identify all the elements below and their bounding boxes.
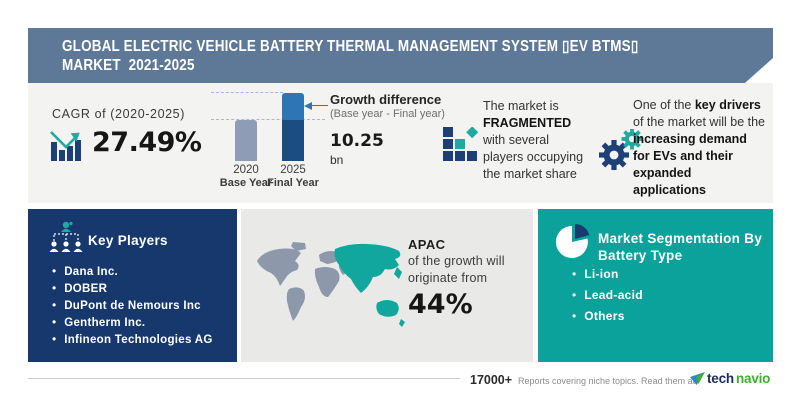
- org-chart-people-icon: [49, 221, 83, 252]
- cagr-value: 27.49%: [92, 127, 202, 158]
- text-line: with several: [483, 133, 549, 147]
- list-item: • Others: [572, 309, 643, 330]
- text-line: One of the key drivers: [633, 98, 761, 112]
- cagr-label: CAGR of (2020-2025): [52, 107, 185, 121]
- bar-2025: [282, 93, 304, 161]
- technavio-arrow-icon: [690, 371, 705, 385]
- list-item-label: Others: [584, 309, 625, 323]
- growth-difference-subtitle: (Base year - Final year): [330, 108, 445, 120]
- bar-caption-2020: 2020 Base Year: [219, 164, 273, 189]
- text-line: applications: [633, 183, 706, 197]
- key-players-title: Key Players: [88, 233, 168, 248]
- bullet-dot: •: [52, 315, 57, 329]
- logo-text-tech: tech: [707, 371, 734, 386]
- text-line: players occupying: [483, 150, 584, 164]
- bullet-dot: •: [52, 281, 57, 295]
- world-map: [257, 242, 405, 327]
- apac-share-value: 44%: [408, 289, 473, 320]
- bar-chart-trend-icon: [50, 131, 81, 161]
- text-line: of the market will be the: [633, 115, 766, 129]
- bullet-dot: •: [572, 288, 577, 302]
- title-banner: GLOBAL ELECTRIC VEHICLE BATTERY THERMAL …: [28, 28, 773, 83]
- segmentation-list: • Li-ion • Lead-acid • Others: [572, 267, 643, 330]
- key-driver-text: One of the key drivers of the market will…: [633, 97, 785, 199]
- list-item: • Lead-acid: [572, 288, 643, 309]
- bullet-dot: •: [572, 309, 577, 323]
- list-item: • DOBER: [52, 281, 213, 298]
- page-title: GLOBAL ELECTRIC VEHICLE BATTERY THERMAL …: [62, 38, 639, 74]
- list-item-label: Infineon Technologies AG: [64, 334, 213, 346]
- list-item-label: Gentherm Inc.: [64, 317, 146, 329]
- growth-difference-title: Growth difference: [330, 92, 442, 107]
- list-item-label: Dana Inc.: [64, 266, 119, 278]
- list-item: • DuPont de Nemours Inc: [52, 298, 213, 315]
- bullet-dot: •: [52, 298, 57, 312]
- text-line: The market is: [483, 99, 559, 113]
- bar-2025-base-segment: [282, 120, 304, 161]
- fragmented-text: The market is FRAGMENTED with several playe…: [483, 98, 613, 183]
- bullet-dot: •: [572, 267, 577, 281]
- bar-caption-2025: 2025 Final Year: [267, 164, 319, 189]
- regional-box: APAC of the growth will originate from 4…: [241, 209, 533, 362]
- bar-2020: [235, 120, 257, 161]
- bullet-dot: •: [52, 264, 57, 278]
- mosaic-squares-icon: [443, 127, 479, 161]
- gears-icon: [599, 129, 643, 170]
- list-item: • Dana Inc.: [52, 264, 213, 281]
- growth-difference-unit: bn: [330, 153, 344, 167]
- list-item: • Gentherm Inc.: [52, 315, 213, 332]
- apac-text-line2: originate from: [408, 271, 488, 285]
- key-players-box: Key Players • Dana Inc. • DOBER • DuPont de N…: [28, 209, 237, 362]
- text-line: FRAGMENTED: [483, 116, 572, 130]
- callout-arrow-head: [304, 102, 312, 110]
- footer-tagline: Reports covering niche topics. Read them…: [518, 376, 696, 386]
- segmentation-box: Market Segmentation By Battery Type • Li-i…: [538, 209, 773, 362]
- guide-line-final-year: [211, 92, 283, 93]
- list-item-label: DOBER: [64, 283, 108, 295]
- stats-panel: CAGR of (2020-2025) 27.49% 2020 Base Yea…: [28, 83, 773, 203]
- list-item: • Li-ion: [572, 267, 643, 288]
- text-line: increasing demand: [633, 132, 747, 146]
- bullet-dot: •: [52, 332, 57, 346]
- growth-difference-value: 10.25: [330, 131, 384, 151]
- list-item: • Infineon Technologies AG: [52, 332, 213, 349]
- list-item-label: Li-ion: [584, 267, 619, 281]
- pie-chart-icon: [555, 224, 590, 258]
- report-count: 17000+: [470, 373, 513, 387]
- list-item-label: Lead-acid: [584, 288, 643, 302]
- list-item-label: DuPont de Nemours Inc: [64, 300, 201, 312]
- technavio-logo: tech navio: [690, 371, 770, 386]
- bar-2025-growth-segment: [282, 93, 304, 120]
- guide-line-base-year: [211, 119, 325, 120]
- text-line: the market share: [483, 167, 577, 181]
- apac-label: APAC: [408, 237, 446, 252]
- key-players-list: • Dana Inc. • DOBER • DuPont de Nemours Inc • G…: [52, 264, 213, 349]
- text-line: for EVs and their: [633, 149, 734, 163]
- segmentation-title: Market Segmentation By Battery Type: [598, 231, 763, 263]
- logo-text-navio: navio: [735, 371, 771, 386]
- text-line: expanded: [633, 166, 692, 180]
- apac-text-line1: of the growth will: [408, 254, 505, 268]
- callout-arrow-line: [312, 105, 328, 106]
- footer-divider: [28, 378, 460, 379]
